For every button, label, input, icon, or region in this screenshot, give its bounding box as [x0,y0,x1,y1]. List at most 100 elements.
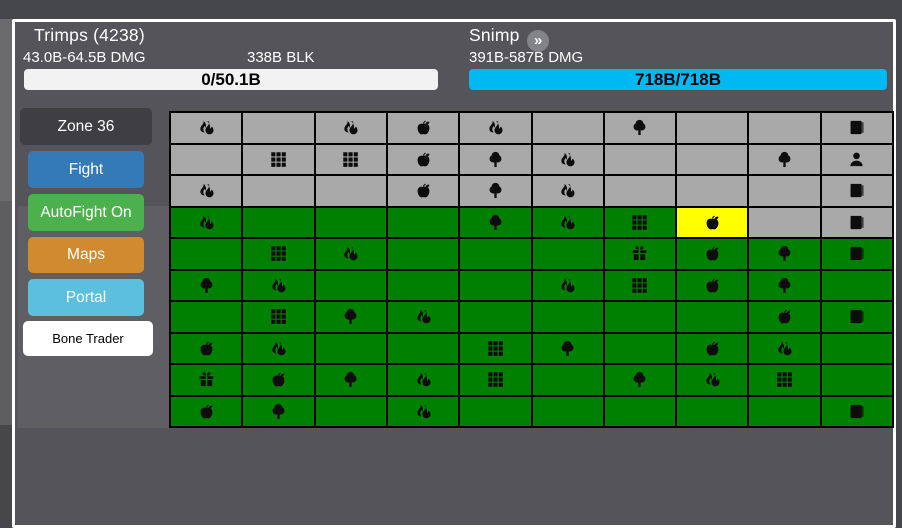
grid-cell [243,176,314,206]
grid-icon [631,277,648,294]
bone-trader-button[interactable]: Bone Trader [23,321,153,356]
apple-icon [704,245,721,262]
grid-cell [749,270,820,300]
tree-icon [342,308,359,325]
autofight-toggle-button[interactable]: AutoFight On [28,194,144,231]
grid-cell [749,144,820,174]
tree-icon [776,151,793,168]
grid-cell [243,144,314,174]
page-background-band [0,425,14,524]
grid-icon [631,214,648,231]
grid-cell [315,333,386,363]
grid-cell [532,333,603,363]
fight-button[interactable]: Fight [28,151,144,188]
tree-icon [198,277,215,294]
grid-cell [604,176,676,206]
grid-cell [604,396,676,426]
enemy-health-bar: 718B/718B [469,69,887,90]
fast-forward-icon: » [526,29,549,52]
grid-cell [677,365,748,395]
grid-cell [604,333,676,363]
tree-icon [776,277,793,294]
grid-cell [460,207,531,237]
grid-cell [604,144,676,174]
grid-cell [821,239,892,269]
book-icon [848,214,865,231]
grid-cell [677,396,748,426]
tree-icon [342,371,359,388]
grid-icon [776,371,793,388]
grid-cell [315,144,386,174]
tree-icon [559,340,576,357]
portal-button[interactable]: Portal [28,279,144,316]
grid-cell [532,270,603,300]
page-background-band [0,201,14,425]
fire-icon [415,371,432,388]
grid-cell [460,302,531,332]
grid-cell [532,176,603,206]
grid-cell [243,396,314,426]
fire-icon [704,371,721,388]
enemy-title: Snimp » [469,25,549,52]
fire-icon [270,277,287,294]
grid-cell [532,239,603,269]
grid-cell [532,207,603,237]
grid-cell [243,113,314,143]
fire-icon [198,182,215,199]
grid-cell [315,365,386,395]
tree-icon [270,403,287,420]
maps-button[interactable]: Maps [28,237,144,273]
fire-icon [415,403,432,420]
tree-icon [631,119,648,136]
grid-cell [460,239,531,269]
fire-icon [776,340,793,357]
grid-cell [387,333,459,363]
grid-cell [677,113,748,143]
tree-icon [631,371,648,388]
grid-cell [243,302,314,332]
grid-cell [171,176,242,206]
book-icon [848,403,865,420]
grid-cell [604,270,676,300]
grid-cell [821,333,892,363]
apple-icon [198,403,215,420]
grid-cell-current [677,207,748,237]
fire-icon [270,340,287,357]
grid-cell [749,207,820,237]
grid-icon [270,308,287,325]
grid-cell [315,239,386,269]
grid-cell [677,270,748,300]
fire-icon [415,308,432,325]
zone-button[interactable]: Zone 36 [20,108,152,145]
fire-icon [559,151,576,168]
grid-cell [460,176,531,206]
gift-icon [198,371,215,388]
grid-cell [604,113,676,143]
grid-icon [270,151,287,168]
grid-cell [315,207,386,237]
gift-icon [631,245,648,262]
fire-icon [198,214,215,231]
apple-icon [415,151,432,168]
player-damage: 43.0B-64.5B DMG [23,49,146,66]
fire-icon [559,182,576,199]
grid-cell [315,302,386,332]
grid-cell [821,302,892,332]
grid-cell [677,144,748,174]
grid-cell [677,302,748,332]
fire-icon [487,119,504,136]
fire-icon [559,214,576,231]
grid-cell [171,113,242,143]
grid-icon [487,340,504,357]
grid-cell [171,270,242,300]
grid-icon [342,151,359,168]
grid-cell [387,270,459,300]
apple-icon [704,214,721,231]
grid-cell [387,176,459,206]
grid-cell [749,365,820,395]
apple-icon [704,277,721,294]
grid-cell [387,365,459,395]
book-icon [848,182,865,199]
grid-cell [243,365,314,395]
grid-cell [315,113,386,143]
